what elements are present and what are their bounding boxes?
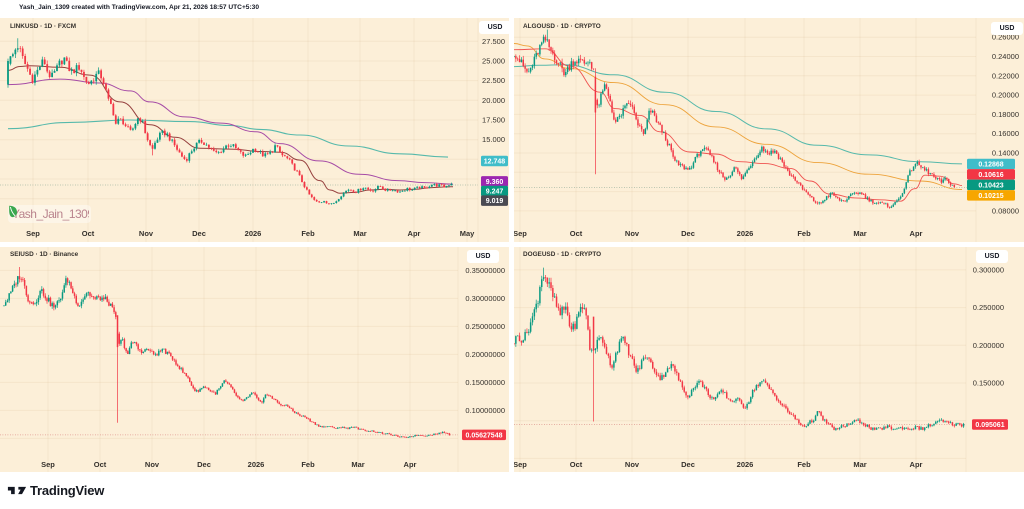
svg-text:Feb: Feb (301, 460, 315, 469)
svg-text:Sep: Sep (514, 229, 527, 238)
svg-text:Dec: Dec (681, 460, 695, 469)
svg-text:0.20000: 0.20000 (992, 91, 1019, 100)
svg-text:0.200000: 0.200000 (973, 341, 1004, 350)
svg-text:9.360: 9.360 (486, 179, 504, 186)
svg-text:9.019: 9.019 (486, 198, 504, 205)
svg-text:0.35000000: 0.35000000 (465, 266, 505, 275)
svg-text:0.12868: 0.12868 (978, 161, 1003, 168)
svg-text:Apr: Apr (910, 229, 923, 238)
svg-text:20.000: 20.000 (482, 96, 505, 105)
svg-text:Nov: Nov (139, 229, 154, 238)
svg-text:0.10616: 0.10616 (978, 172, 1003, 179)
svg-text:Apr: Apr (408, 229, 421, 238)
svg-text:Nov: Nov (625, 229, 640, 238)
svg-text:15.000: 15.000 (482, 135, 505, 144)
svg-text:0.26000: 0.26000 (992, 33, 1019, 42)
svg-text:27.500: 27.500 (482, 37, 505, 46)
svg-text:0.16000: 0.16000 (992, 129, 1019, 138)
svg-text:0.150000: 0.150000 (973, 379, 1004, 388)
svg-text:Sep: Sep (26, 229, 40, 238)
svg-text:Mar: Mar (853, 460, 866, 469)
svg-text:0.15000000: 0.15000000 (465, 378, 505, 387)
svg-text:Oct: Oct (94, 460, 107, 469)
svg-text:Oct: Oct (570, 460, 583, 469)
svg-text:Apr: Apr (910, 460, 923, 469)
svg-text:Feb: Feb (797, 460, 811, 469)
svg-text:0.22000: 0.22000 (992, 71, 1019, 80)
svg-text:Mar: Mar (351, 460, 364, 469)
svg-text:Dec: Dec (197, 460, 211, 469)
svg-text:Oct: Oct (570, 229, 583, 238)
svg-text:0.20000000: 0.20000000 (465, 350, 505, 359)
svg-text:12.748: 12.748 (484, 159, 506, 166)
svg-text:0.10000000: 0.10000000 (465, 406, 505, 415)
svg-text:0.14000: 0.14000 (992, 149, 1019, 158)
svg-text:Dec: Dec (681, 229, 695, 238)
svg-text:Sep: Sep (514, 460, 527, 469)
svg-text:Sep: Sep (41, 460, 55, 469)
svg-text:22.500: 22.500 (482, 76, 505, 85)
svg-text:0.300000: 0.300000 (973, 265, 1004, 274)
svg-text:Mar: Mar (853, 229, 866, 238)
svg-text:May: May (460, 229, 475, 238)
svg-text:2026: 2026 (737, 460, 754, 469)
svg-text:2026: 2026 (248, 460, 265, 469)
svg-text:0.10215: 0.10215 (978, 193, 1003, 200)
svg-text:0.30000000: 0.30000000 (465, 294, 505, 303)
svg-text:Apr: Apr (404, 460, 417, 469)
svg-text:25.000: 25.000 (482, 56, 505, 65)
svg-text:9.247: 9.247 (486, 189, 504, 196)
svg-text:Nov: Nov (625, 460, 640, 469)
svg-text:Feb: Feb (797, 229, 811, 238)
svg-text:Mar: Mar (353, 229, 366, 238)
svg-text:0.08000: 0.08000 (992, 206, 1019, 215)
svg-text:0.250000: 0.250000 (973, 303, 1004, 312)
svg-text:0.095061: 0.095061 (975, 422, 1004, 429)
svg-text:0.10423: 0.10423 (978, 182, 1003, 189)
svg-text:Feb: Feb (301, 229, 315, 238)
svg-text:17.500: 17.500 (482, 116, 505, 125)
svg-text:0.24000: 0.24000 (992, 52, 1019, 61)
svg-text:0.05627548: 0.05627548 (466, 432, 503, 439)
svg-text:2026: 2026 (245, 229, 262, 238)
svg-text:0.18000: 0.18000 (992, 110, 1019, 119)
svg-text:2026: 2026 (737, 229, 754, 238)
svg-text:Oct: Oct (82, 229, 95, 238)
svg-text:0.25000000: 0.25000000 (465, 322, 505, 331)
svg-text:Nov: Nov (145, 460, 160, 469)
svg-text:Dec: Dec (192, 229, 206, 238)
